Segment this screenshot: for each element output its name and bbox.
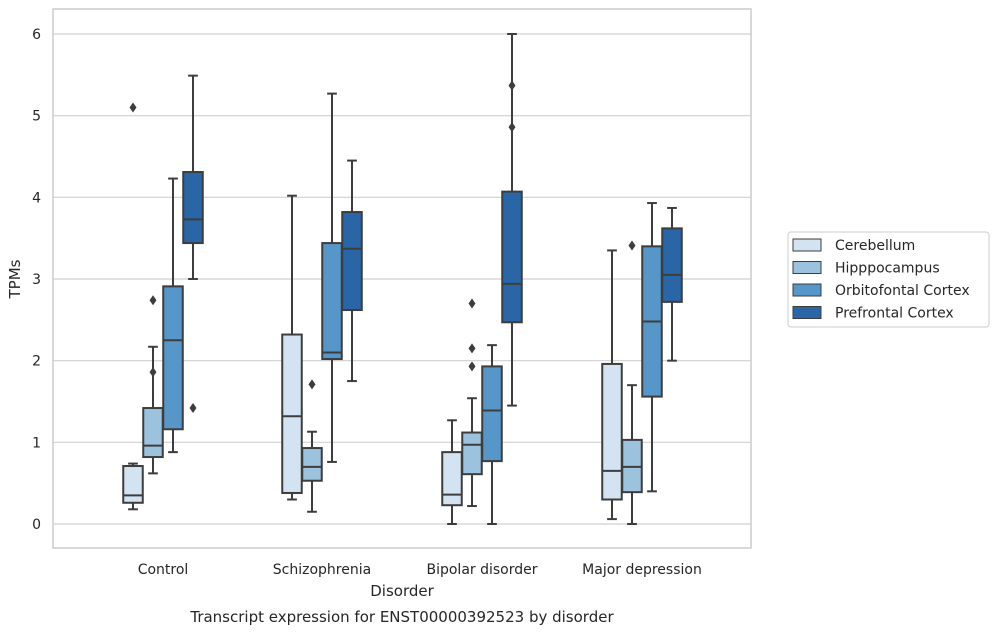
box-plot (162, 177, 184, 454)
legend: Cerebellum Hipppocampus Orbitofontal Corte… (787, 231, 990, 328)
box (341, 211, 363, 312)
legend-label: Hipppocampus (835, 261, 940, 277)
x-tick-label: Bipolar disorder (426, 562, 537, 578)
box (162, 285, 184, 431)
outlier-point (508, 80, 516, 91)
box (461, 431, 483, 476)
legend-label: Prefrontal Cortex (835, 306, 954, 322)
outlier-point (189, 403, 197, 414)
box (142, 407, 164, 459)
outlier-point (149, 295, 157, 306)
box-plot (441, 419, 463, 525)
box (481, 365, 503, 463)
box-plot (341, 159, 363, 383)
legend-swatch (792, 261, 822, 274)
box-plot (481, 344, 503, 525)
outlier-point (149, 367, 157, 378)
legend-label: Cerebellum (835, 238, 915, 254)
outlier-point (468, 298, 476, 309)
x-tick-label: Major depression (582, 562, 702, 578)
y-tick-labels: 0 1 2 3 4 5 6 (32, 27, 41, 533)
box (182, 171, 204, 245)
y-tick-label: 5 (32, 109, 41, 125)
plot-frame (52, 8, 752, 549)
outlier-point (508, 122, 516, 133)
y-tick-label: 3 (32, 272, 41, 288)
box (601, 362, 623, 501)
outlier-point (628, 240, 636, 251)
y-tick-label: 1 (32, 435, 41, 451)
box (301, 447, 323, 482)
outlier-point (468, 343, 476, 354)
box-plot (182, 74, 204, 414)
y-tick-label: 4 (32, 190, 41, 206)
box-plot (661, 206, 683, 362)
box-plot (641, 202, 663, 493)
x-axis-label: Disorder (370, 582, 434, 600)
y-tick-label: 0 (32, 517, 41, 533)
outlier-point (308, 379, 316, 390)
y-tick-label: 6 (32, 27, 41, 43)
legend-swatch (792, 283, 822, 297)
box (441, 451, 463, 507)
box-plot (122, 102, 144, 511)
box-plot (142, 295, 164, 475)
y-axis-label: TPMs (6, 259, 24, 299)
box-plot (301, 379, 323, 513)
outlier-point (468, 361, 476, 372)
box-plot (501, 33, 523, 407)
outlier-point (129, 102, 137, 113)
legend-swatch (792, 306, 822, 319)
box (321, 242, 343, 361)
box (122, 465, 144, 504)
box (661, 227, 683, 303)
boxplots (122, 33, 683, 525)
x-tick-label: Control (138, 562, 189, 578)
y-tick-label: 2 (32, 354, 41, 370)
legend-frame (787, 231, 990, 328)
box-plot (321, 92, 343, 463)
box (281, 333, 303, 494)
chart-title: Transcript expression for ENST0000039252… (189, 608, 614, 626)
box-plot (461, 298, 483, 508)
box-plot (601, 249, 623, 521)
x-tick-labels: Control Schizophrenia Bipolar disorder Majo… (138, 562, 702, 578)
legend-swatch (792, 238, 822, 252)
x-tick-label: Schizophrenia (273, 562, 371, 578)
legend-label: Orbitofontal Cortex (835, 283, 970, 299)
box (501, 190, 523, 324)
box-plot (281, 194, 303, 501)
box-plot (621, 240, 643, 525)
